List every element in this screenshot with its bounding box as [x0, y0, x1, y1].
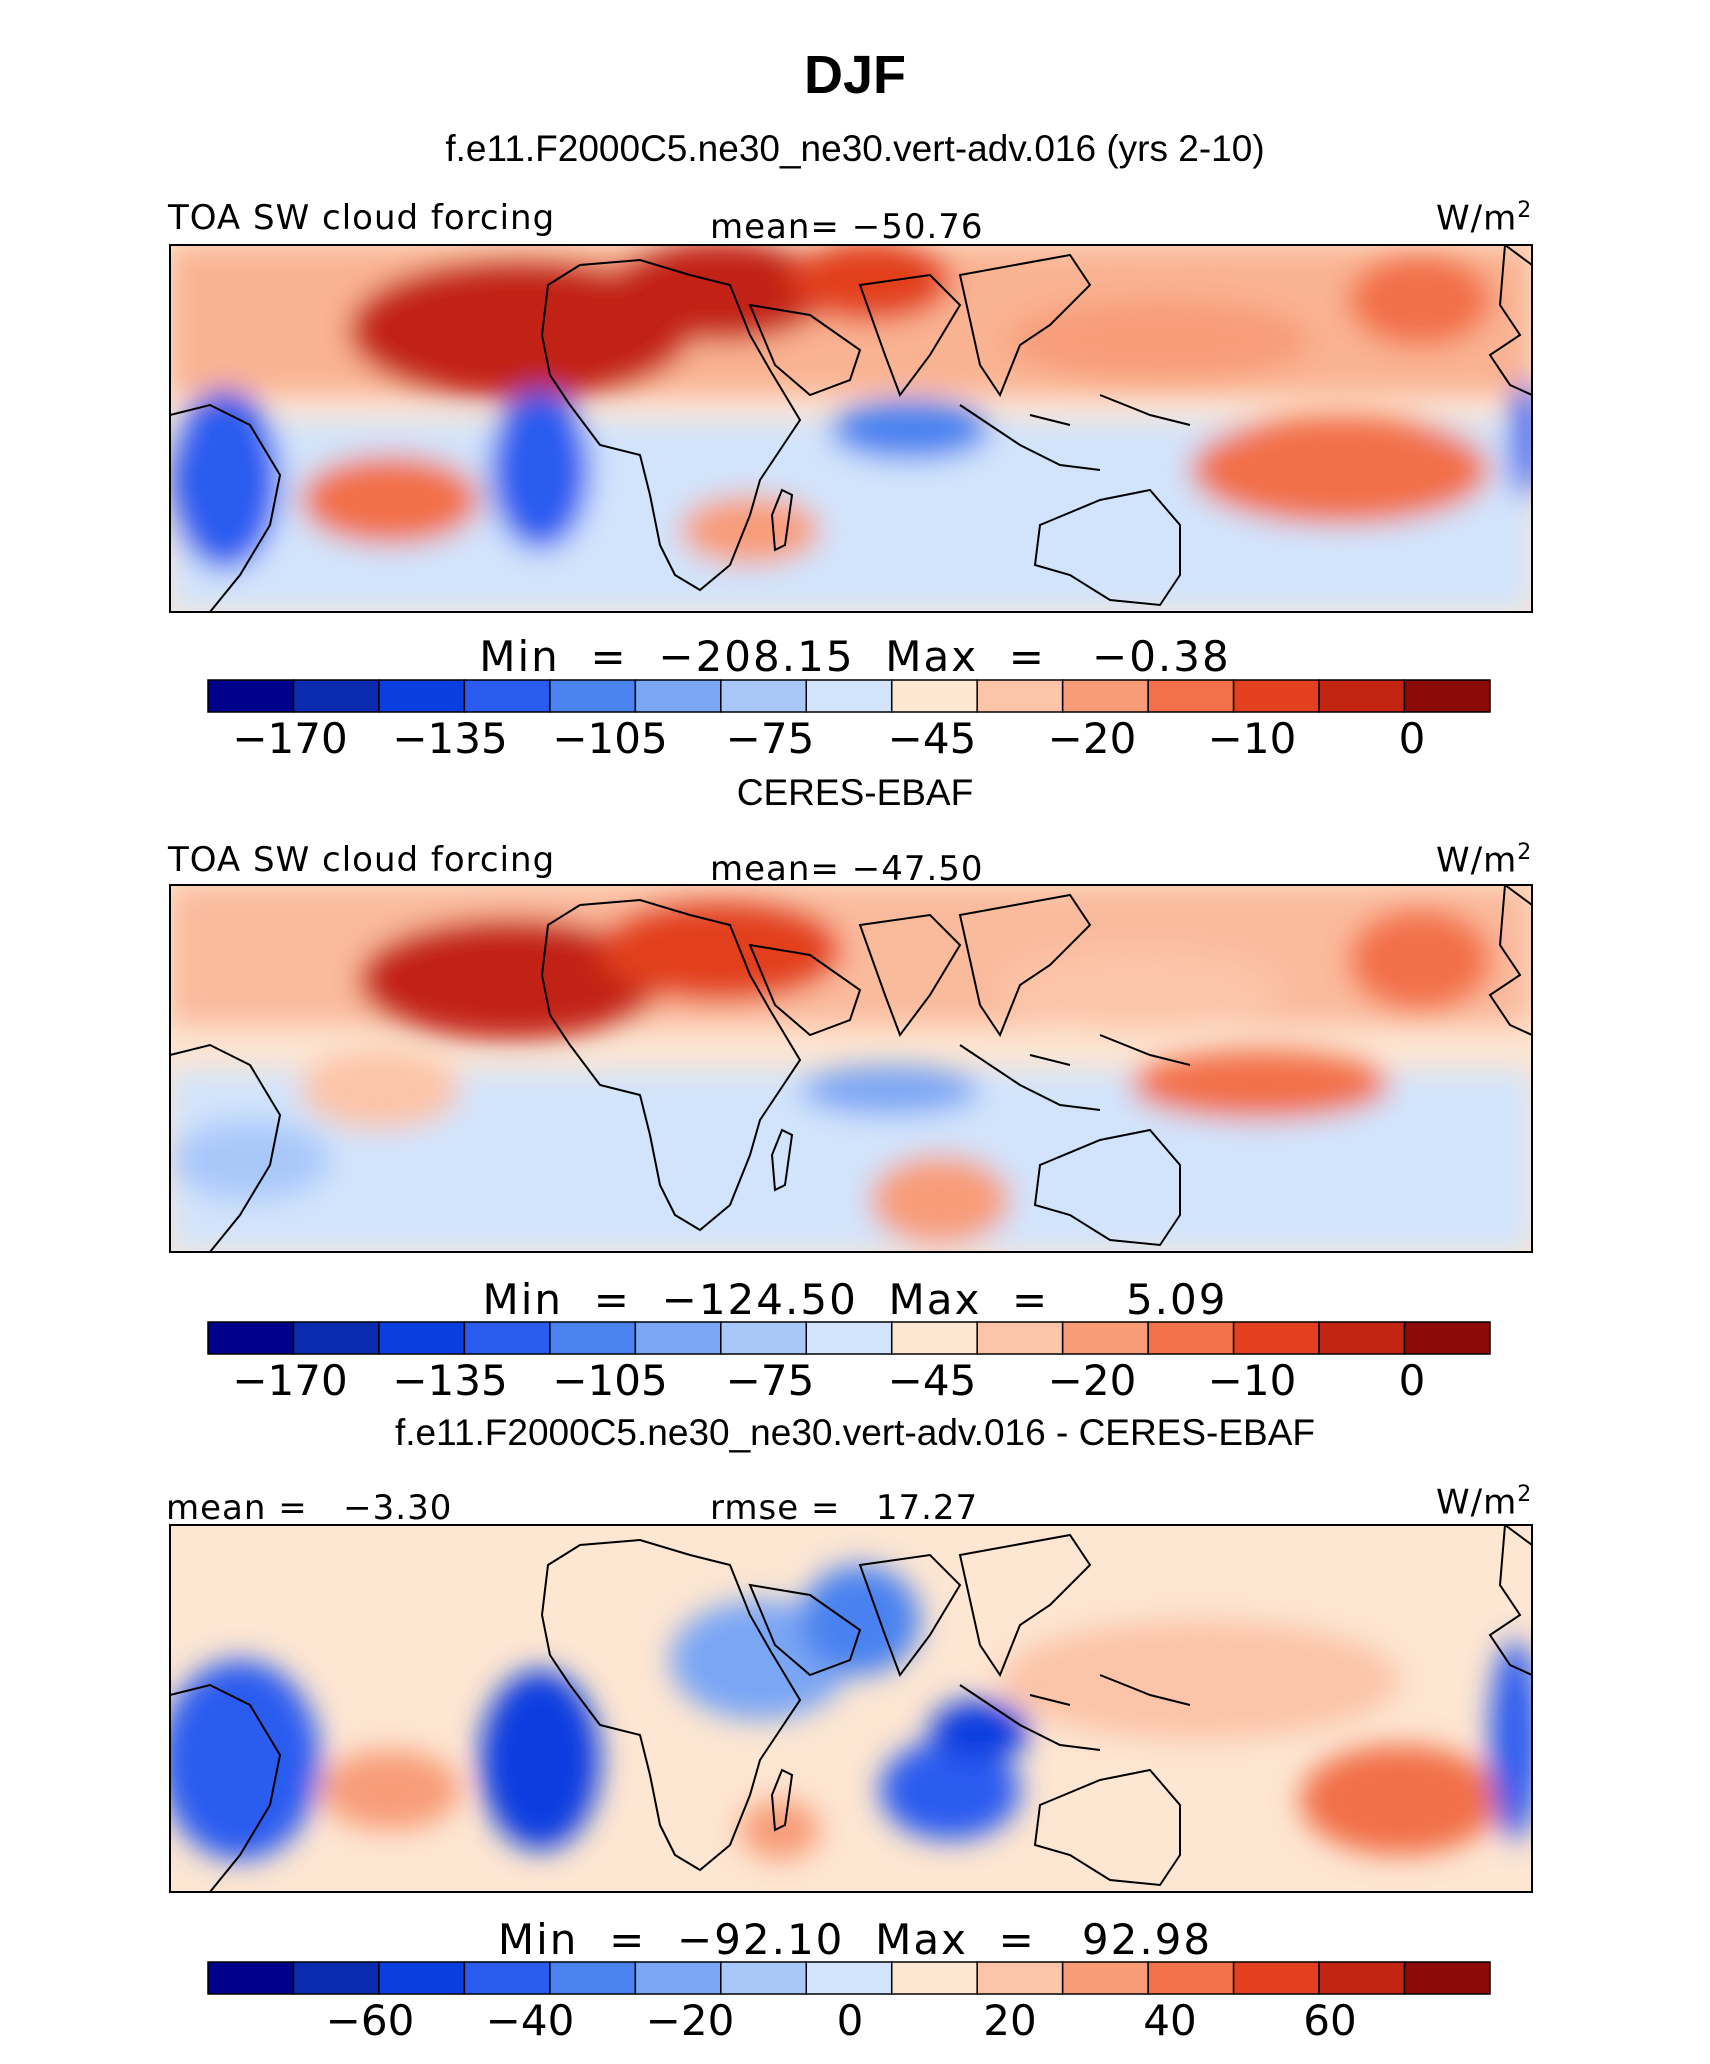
colorbar-swatch	[634, 1961, 722, 1995]
panel-1-variable-label: TOA SW cloud forcing	[168, 198, 556, 238]
panel-3-mean-label: mean = −3.30	[166, 1488, 453, 1528]
colorbar-swatch	[720, 1321, 808, 1355]
colorbar-tick-label: −135	[392, 1356, 508, 1405]
colorbar-swatch	[805, 679, 893, 713]
figure-title: DJF	[803, 45, 906, 105]
panel-3-units: W/m2	[1436, 1482, 1533, 1523]
panel-2-variable-label: TOA SW cloud forcing	[168, 840, 556, 880]
colorbar-tick-label: −45	[887, 1356, 977, 1405]
colorbar-swatch	[1147, 1961, 1235, 1995]
colorbar-swatch	[976, 1961, 1064, 1995]
panel-2-units: W/m2	[1436, 840, 1533, 881]
panel-2-map	[170, 885, 1532, 1252]
colorbar-swatch	[463, 1321, 551, 1355]
colorbar-tick-label: −105	[552, 714, 668, 763]
colorbar-swatch	[292, 679, 380, 713]
colorbar-swatch	[378, 679, 466, 713]
colorbar-tick-label: −105	[552, 1356, 668, 1405]
panel-1-colorbar	[207, 679, 1491, 713]
colorbar-swatch	[1232, 1321, 1320, 1355]
colorbar-swatch	[976, 679, 1064, 713]
colorbar-tick-label: −170	[232, 714, 348, 763]
colorbar-swatch	[890, 1321, 978, 1355]
colorbar-tick-label: 60	[1303, 1996, 1357, 2045]
colorbar-swatch	[1403, 1321, 1491, 1355]
panel-1-frame	[169, 244, 1533, 613]
panel-3-minmax: Min = −92.10 Max = 92.98	[497, 1915, 1213, 1964]
panel-3-colorbar	[207, 1961, 1491, 1995]
colorbar-swatch	[1147, 679, 1235, 713]
colorbar-swatch	[549, 1961, 637, 1995]
colorbar-tick-label: 40	[1143, 1996, 1197, 2045]
colorbar-tick-label: −20	[1047, 714, 1137, 763]
colorbar-swatch	[378, 1321, 466, 1355]
colorbar-swatch	[890, 679, 978, 713]
colorbar-tick-label: −60	[325, 1996, 415, 2045]
panel-1-map	[170, 245, 1532, 612]
colorbar-tick-label: −40	[485, 1996, 575, 2045]
colorbar-swatch	[634, 1321, 722, 1355]
panel-3-frame	[169, 1524, 1533, 1893]
colorbar-swatch	[1061, 679, 1149, 713]
colorbar-swatch	[549, 1321, 637, 1355]
panel-2-frame	[169, 884, 1533, 1253]
panel-1-mean-label: mean= −50.76	[710, 207, 984, 247]
colorbar-swatch	[378, 1961, 466, 1995]
colorbar-swatch	[1403, 679, 1491, 713]
colorbar-swatch	[207, 679, 295, 713]
colorbar-swatch	[720, 1961, 808, 1995]
colorbar-swatch	[634, 679, 722, 713]
colorbar-swatch	[1232, 679, 1320, 713]
colorbar-tick-label: 20	[983, 1996, 1037, 2045]
panel-2-minmax: Min = −124.50 Max = 5.09	[482, 1275, 1228, 1324]
colorbar-swatch	[976, 1321, 1064, 1355]
colorbar-swatch	[1232, 1961, 1320, 1995]
colorbar-tick-label: −20	[645, 1996, 735, 2045]
colorbar-tick-label: −10	[1207, 714, 1297, 763]
colorbar-swatch	[805, 1961, 893, 1995]
panel-3-title: f.e11.F2000C5.ne30_ne30.vert-adv.016 - C…	[394, 1412, 1316, 1453]
colorbar-swatch	[805, 1321, 893, 1355]
colorbar-swatch	[1061, 1321, 1149, 1355]
colorbar-tick-label: −75	[725, 714, 815, 763]
colorbar-tick-label: 0	[1398, 714, 1426, 763]
colorbar-tick-label: −20	[1047, 1356, 1137, 1405]
colorbar-swatch	[890, 1961, 978, 1995]
colorbar-tick-label: −45	[887, 714, 977, 763]
colorbar-swatch	[1318, 679, 1406, 713]
colorbar-tick-label: −75	[725, 1356, 815, 1405]
colorbar-tick-label: 0	[836, 1996, 864, 2045]
colorbar-tick-label: −170	[232, 1356, 348, 1405]
panel-1-minmax: Min = −208.15 Max = −0.38	[479, 632, 1231, 681]
colorbar-tick-label: 0	[1398, 1356, 1426, 1405]
colorbar-swatch	[207, 1961, 295, 1995]
colorbar-swatch	[207, 1321, 295, 1355]
colorbar-tick-label: −135	[392, 714, 508, 763]
panel-3-rmse-label: rmse = 17.27	[710, 1488, 979, 1528]
panel-2-mean-label: mean= −47.50	[710, 849, 984, 889]
colorbar-swatch	[720, 679, 808, 713]
colorbar-swatch	[463, 1961, 551, 1995]
colorbar-swatch	[1061, 1961, 1149, 1995]
colorbar-swatch	[549, 679, 637, 713]
colorbar-swatch	[463, 679, 551, 713]
panel-3-map	[170, 1525, 1532, 1892]
colorbar-swatch	[1318, 1961, 1406, 1995]
panel-1-units: W/m2	[1436, 198, 1533, 239]
colorbar-swatch	[1147, 1321, 1235, 1355]
panel-2-colorbar	[207, 1321, 1491, 1355]
colorbar-swatch	[1318, 1321, 1406, 1355]
colorbar-swatch	[1403, 1961, 1491, 1995]
panel-2-title: CERES-EBAF	[736, 772, 974, 813]
colorbar-swatch	[292, 1321, 380, 1355]
colorbar-swatch	[292, 1961, 380, 1995]
panel-1-title: f.e11.F2000C5.ne30_ne30.vert-adv.016 (yr…	[445, 128, 1265, 169]
colorbar-tick-label: −10	[1207, 1356, 1297, 1405]
